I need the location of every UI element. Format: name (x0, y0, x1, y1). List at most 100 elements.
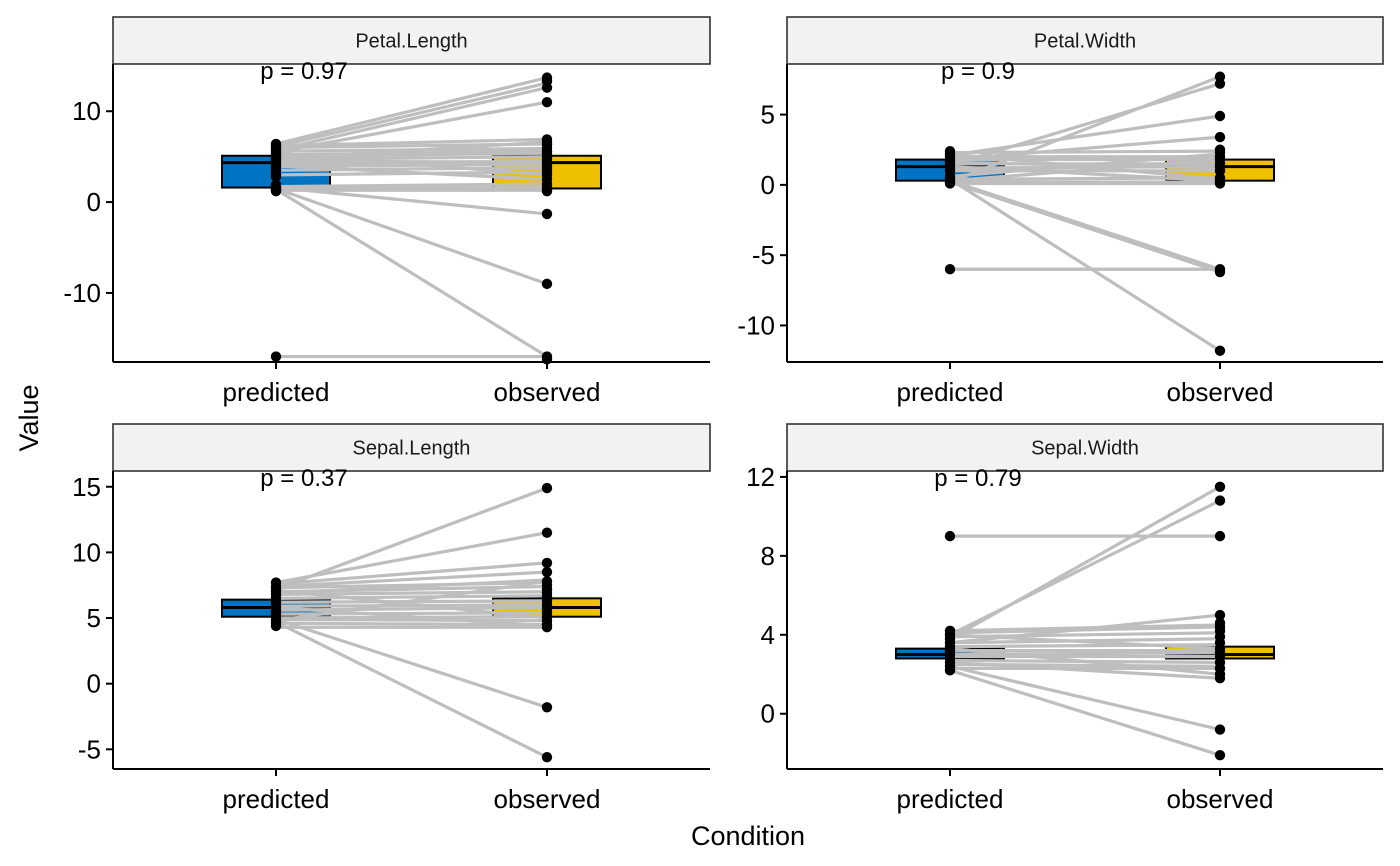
facet-strip (112, 16, 711, 65)
observed-point (1214, 110, 1226, 122)
paired-line (949, 499, 1221, 637)
predicted-point (944, 625, 956, 637)
paired-line (275, 186, 548, 286)
facet-strip (786, 16, 1384, 65)
x-tick-label: observed (1167, 784, 1274, 814)
paired-line (949, 177, 1221, 353)
observed-point (541, 527, 553, 538)
paired-lines (949, 485, 1221, 757)
x-tick-label: predicted (897, 784, 1004, 814)
p-value-label: p = 0.9 (941, 58, 1015, 85)
predicted-point (944, 530, 956, 542)
y-tick-label: 0 (761, 170, 775, 200)
y-tick-label: 0 (87, 187, 101, 217)
paired-line (275, 76, 548, 146)
paired-line (949, 179, 1221, 271)
paired-line (275, 185, 548, 191)
paired-line (949, 165, 1221, 183)
paired-lines (949, 75, 1221, 353)
paired-lines (275, 76, 548, 359)
observed-point (541, 96, 553, 108)
y-tick-label: 15 (72, 472, 101, 502)
paired-line (275, 155, 548, 161)
facet-strip-label: Sepal.Width (1031, 438, 1139, 460)
paired-line (949, 660, 1221, 680)
x-tick-label: observed (494, 377, 601, 407)
y-tick-label: 0 (761, 699, 775, 729)
observed-point (541, 134, 553, 145)
panel-petal-length: Petal.Length p = 0.97 10 0 -10 predicted obser… (63, 16, 711, 407)
paired-line (275, 188, 548, 358)
observed-point (1214, 609, 1226, 621)
facet-strip-label: Petal.Width (1034, 31, 1136, 53)
paired-line (275, 594, 548, 600)
p-value-label: p = 0.37 (260, 465, 347, 492)
observed-point (1214, 345, 1226, 356)
x-tick-label: predicted (223, 377, 330, 407)
observed-point (541, 278, 553, 290)
paired-line (275, 165, 548, 172)
paired-line (949, 664, 1221, 732)
paired-line (949, 668, 1221, 757)
observed-point (1214, 530, 1226, 542)
observed-point (1214, 266, 1226, 278)
paired-line (275, 486, 548, 591)
predicted-point (270, 138, 282, 150)
paired-line (275, 81, 548, 149)
panel-sepal-length: Sepal.Length p = 0.37 15 10 5 0 -5 predicted obs… (72, 423, 711, 814)
x-tick-label: observed (494, 784, 601, 814)
paired-line (275, 588, 548, 620)
predicted-point (944, 145, 956, 157)
y-tick-label: -5 (78, 734, 101, 764)
observed-point (1214, 78, 1226, 89)
paired-line (275, 617, 548, 709)
y-tick-label: 12 (746, 462, 775, 492)
paired-line (275, 159, 548, 164)
paired-line (275, 164, 548, 181)
panel-sepal-width: Sepal.Width p = 0.79 12 8 4 0 predicted observe… (746, 423, 1384, 814)
y-tick-label: 5 (87, 603, 101, 633)
paired-line (949, 647, 1221, 676)
paired-line (275, 140, 548, 161)
observed-point (1214, 621, 1226, 633)
paired-line (275, 605, 548, 628)
predicted-point (270, 577, 282, 588)
paired-line (275, 580, 548, 590)
observed-point (1214, 724, 1226, 735)
y-tick-label: 4 (761, 620, 775, 650)
paired-line (949, 623, 1221, 633)
observed-point (1214, 144, 1226, 155)
p-value-label: p = 0.79 (934, 465, 1021, 492)
x-tick-label: observed (1167, 377, 1274, 407)
observed-point (541, 702, 553, 713)
x-tick-label: predicted (223, 784, 330, 814)
y-tick-label: -10 (737, 310, 775, 340)
observed-point (541, 566, 553, 578)
x-tick-label: predicted (897, 377, 1004, 407)
paired-line (275, 86, 548, 152)
paired-lines (275, 486, 548, 759)
paired-line (949, 149, 1221, 155)
p-value-label: p = 0.97 (260, 58, 347, 85)
y-tick-label: 10 (72, 96, 101, 126)
y-tick-label: 8 (761, 541, 775, 571)
facet-strip-label: Petal.Length (355, 31, 467, 53)
y-tick-label: 5 (761, 100, 775, 130)
observed-point (1214, 481, 1226, 492)
paired-line (275, 620, 548, 759)
paired-line (275, 561, 548, 586)
facet-strip-label: Sepal.Length (353, 438, 471, 460)
paired-line (275, 579, 548, 623)
paired-line (949, 160, 1221, 170)
paired-line (949, 625, 1221, 635)
panels: Petal.Length p = 0.97 10 0 -10 predicted obser… (63, 16, 1384, 814)
panel-petal-width: Petal.Width p = 0.9 5 0 -5 -10 predicted observ… (737, 16, 1384, 407)
predicted-point (944, 264, 956, 275)
y-tick-label: -10 (63, 278, 101, 308)
facet-strip (112, 423, 711, 472)
paired-line (275, 570, 548, 589)
observed-point (1214, 495, 1226, 506)
paired-line (275, 182, 548, 189)
predicted-point (270, 351, 282, 362)
